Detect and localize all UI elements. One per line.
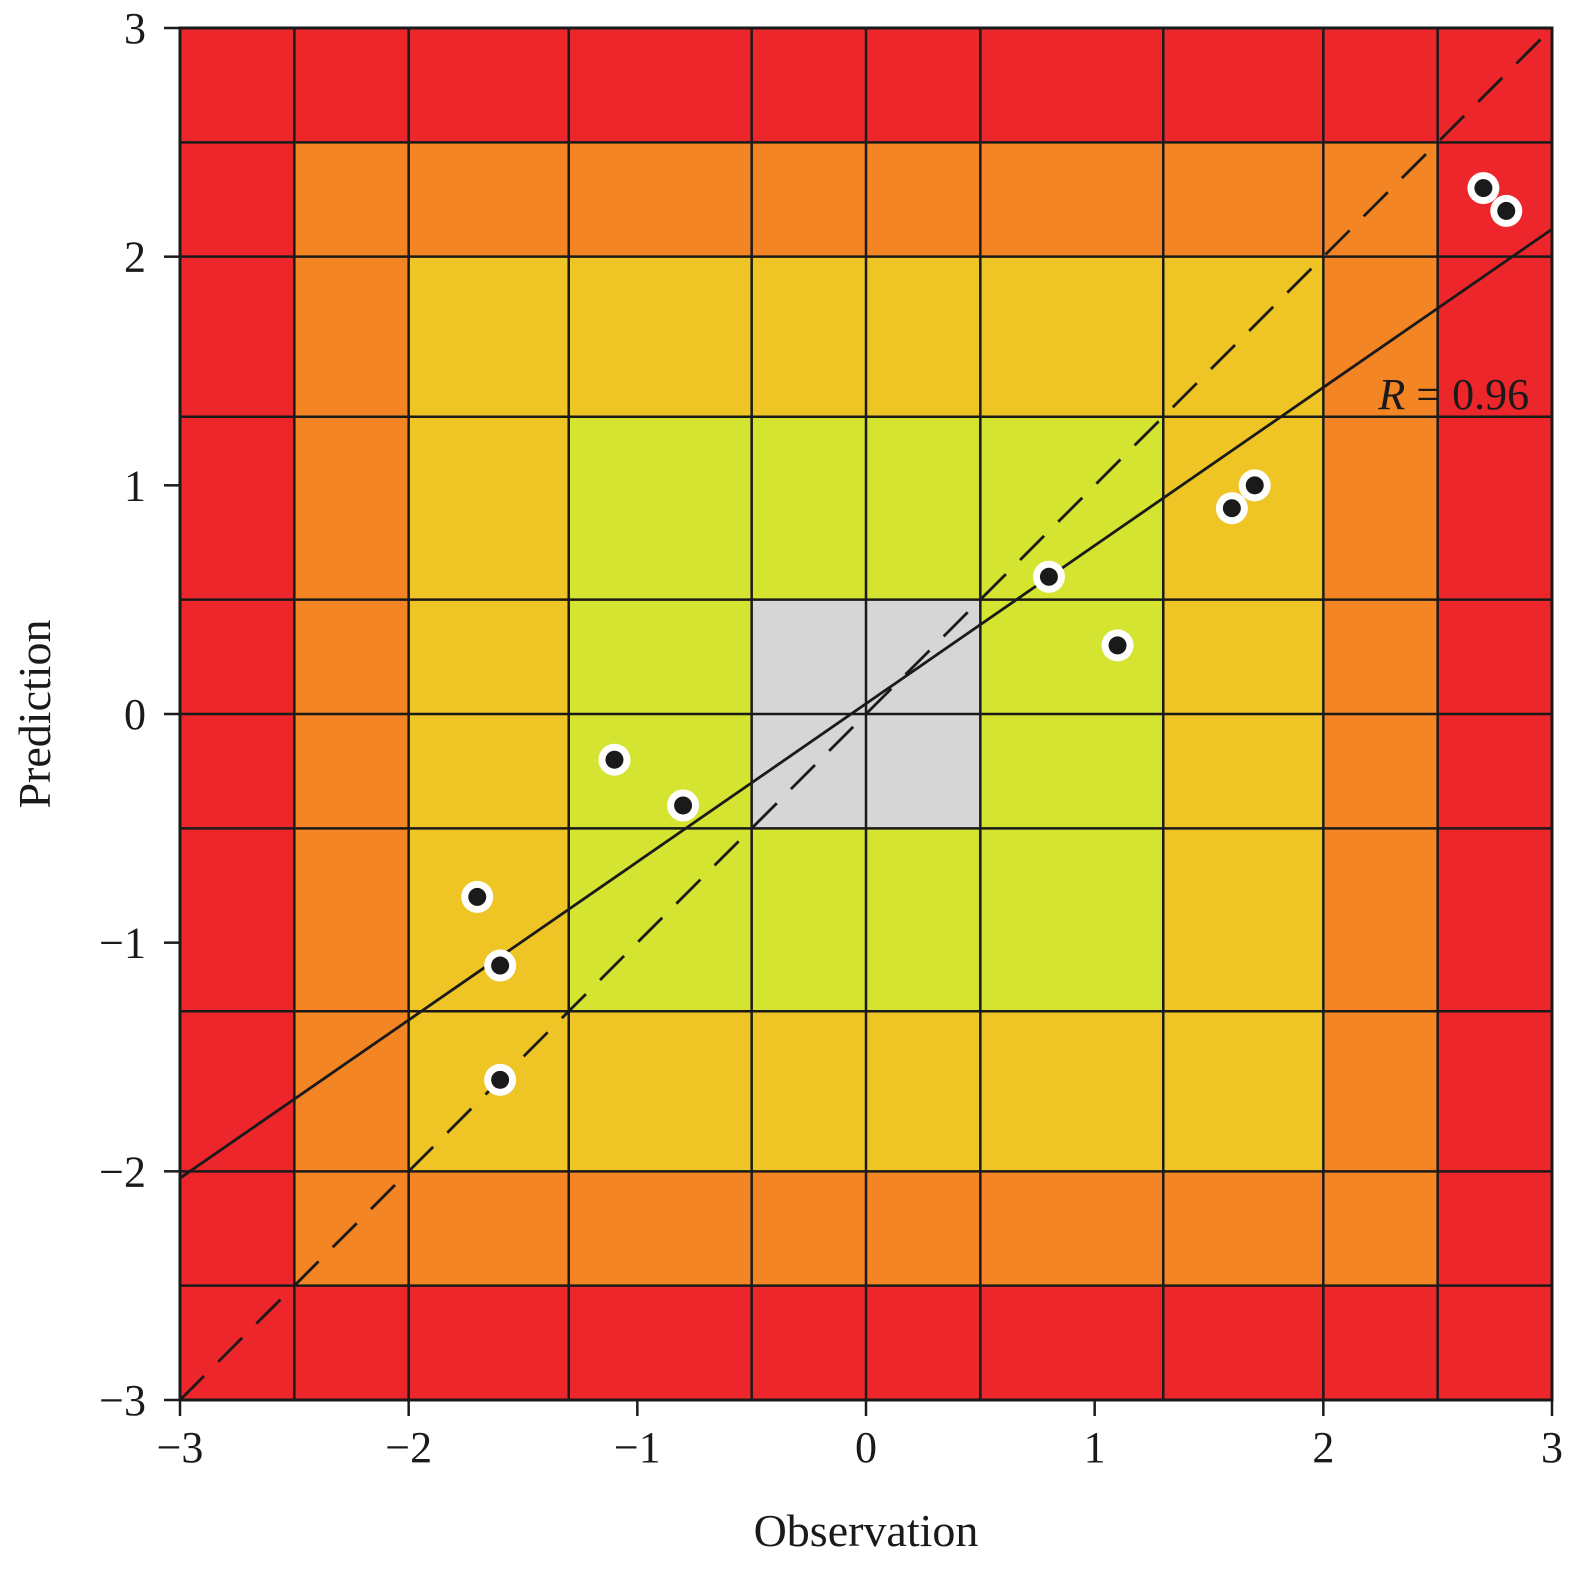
y-tick-label: 3 (124, 4, 146, 53)
y-tick-label: −1 (99, 919, 146, 968)
data-point-marker (491, 956, 510, 975)
grid-lines (178, 26, 1554, 1402)
reference-lines (179, 27, 1553, 1401)
axes (164, 26, 1554, 1416)
data-point (1238, 469, 1271, 502)
y-tick-label: −2 (99, 1147, 146, 1196)
data-point (1101, 629, 1134, 662)
correlation-value: = 0.96 (1405, 370, 1529, 419)
x-tick-label: 0 (855, 1423, 877, 1472)
data-point (484, 949, 517, 982)
x-tick-label: 3 (1541, 1423, 1563, 1472)
data-point (1467, 172, 1500, 205)
data-point-marker (1497, 201, 1516, 220)
data-point-marker (674, 796, 693, 815)
data-point-marker (1039, 567, 1058, 586)
data-point-marker (491, 1070, 510, 1089)
x-axis-title: Observation (754, 1505, 979, 1556)
data-point (1215, 492, 1248, 525)
data-point (461, 880, 494, 913)
correlation-symbol: R (1377, 370, 1405, 419)
x-tick-label: 1 (1084, 1423, 1106, 1472)
data-point-marker (1222, 499, 1241, 518)
x-tick-label: −2 (385, 1423, 432, 1472)
data-point-marker (1108, 636, 1127, 655)
x-tick-label: −3 (157, 1423, 204, 1472)
y-tick-label: 2 (124, 233, 146, 282)
x-tick-label: 2 (1312, 1423, 1334, 1472)
data-point (1490, 194, 1523, 227)
correlation-annotation: R = 0.96 (1377, 370, 1529, 419)
data-points (461, 172, 1523, 1096)
data-point-marker (1245, 476, 1264, 495)
x-tick-label: −1 (614, 1423, 661, 1472)
y-axis-title: Prediction (9, 619, 60, 808)
data-point (667, 789, 700, 822)
data-point (1032, 560, 1065, 593)
y-tick-label: 1 (124, 461, 146, 510)
y-tick-label: 0 (124, 690, 146, 739)
data-point (484, 1063, 517, 1096)
data-point-marker (605, 750, 624, 769)
regression-line (179, 228, 1553, 1180)
data-point-marker (1474, 179, 1493, 198)
data-point-marker (468, 887, 487, 906)
tick-labels: −3 −2 −1 0 1 2 3 −3 −2 −1 0 1 2 3 (99, 4, 1563, 1472)
y-tick-label: −3 (99, 1376, 146, 1425)
data-point (598, 743, 631, 776)
